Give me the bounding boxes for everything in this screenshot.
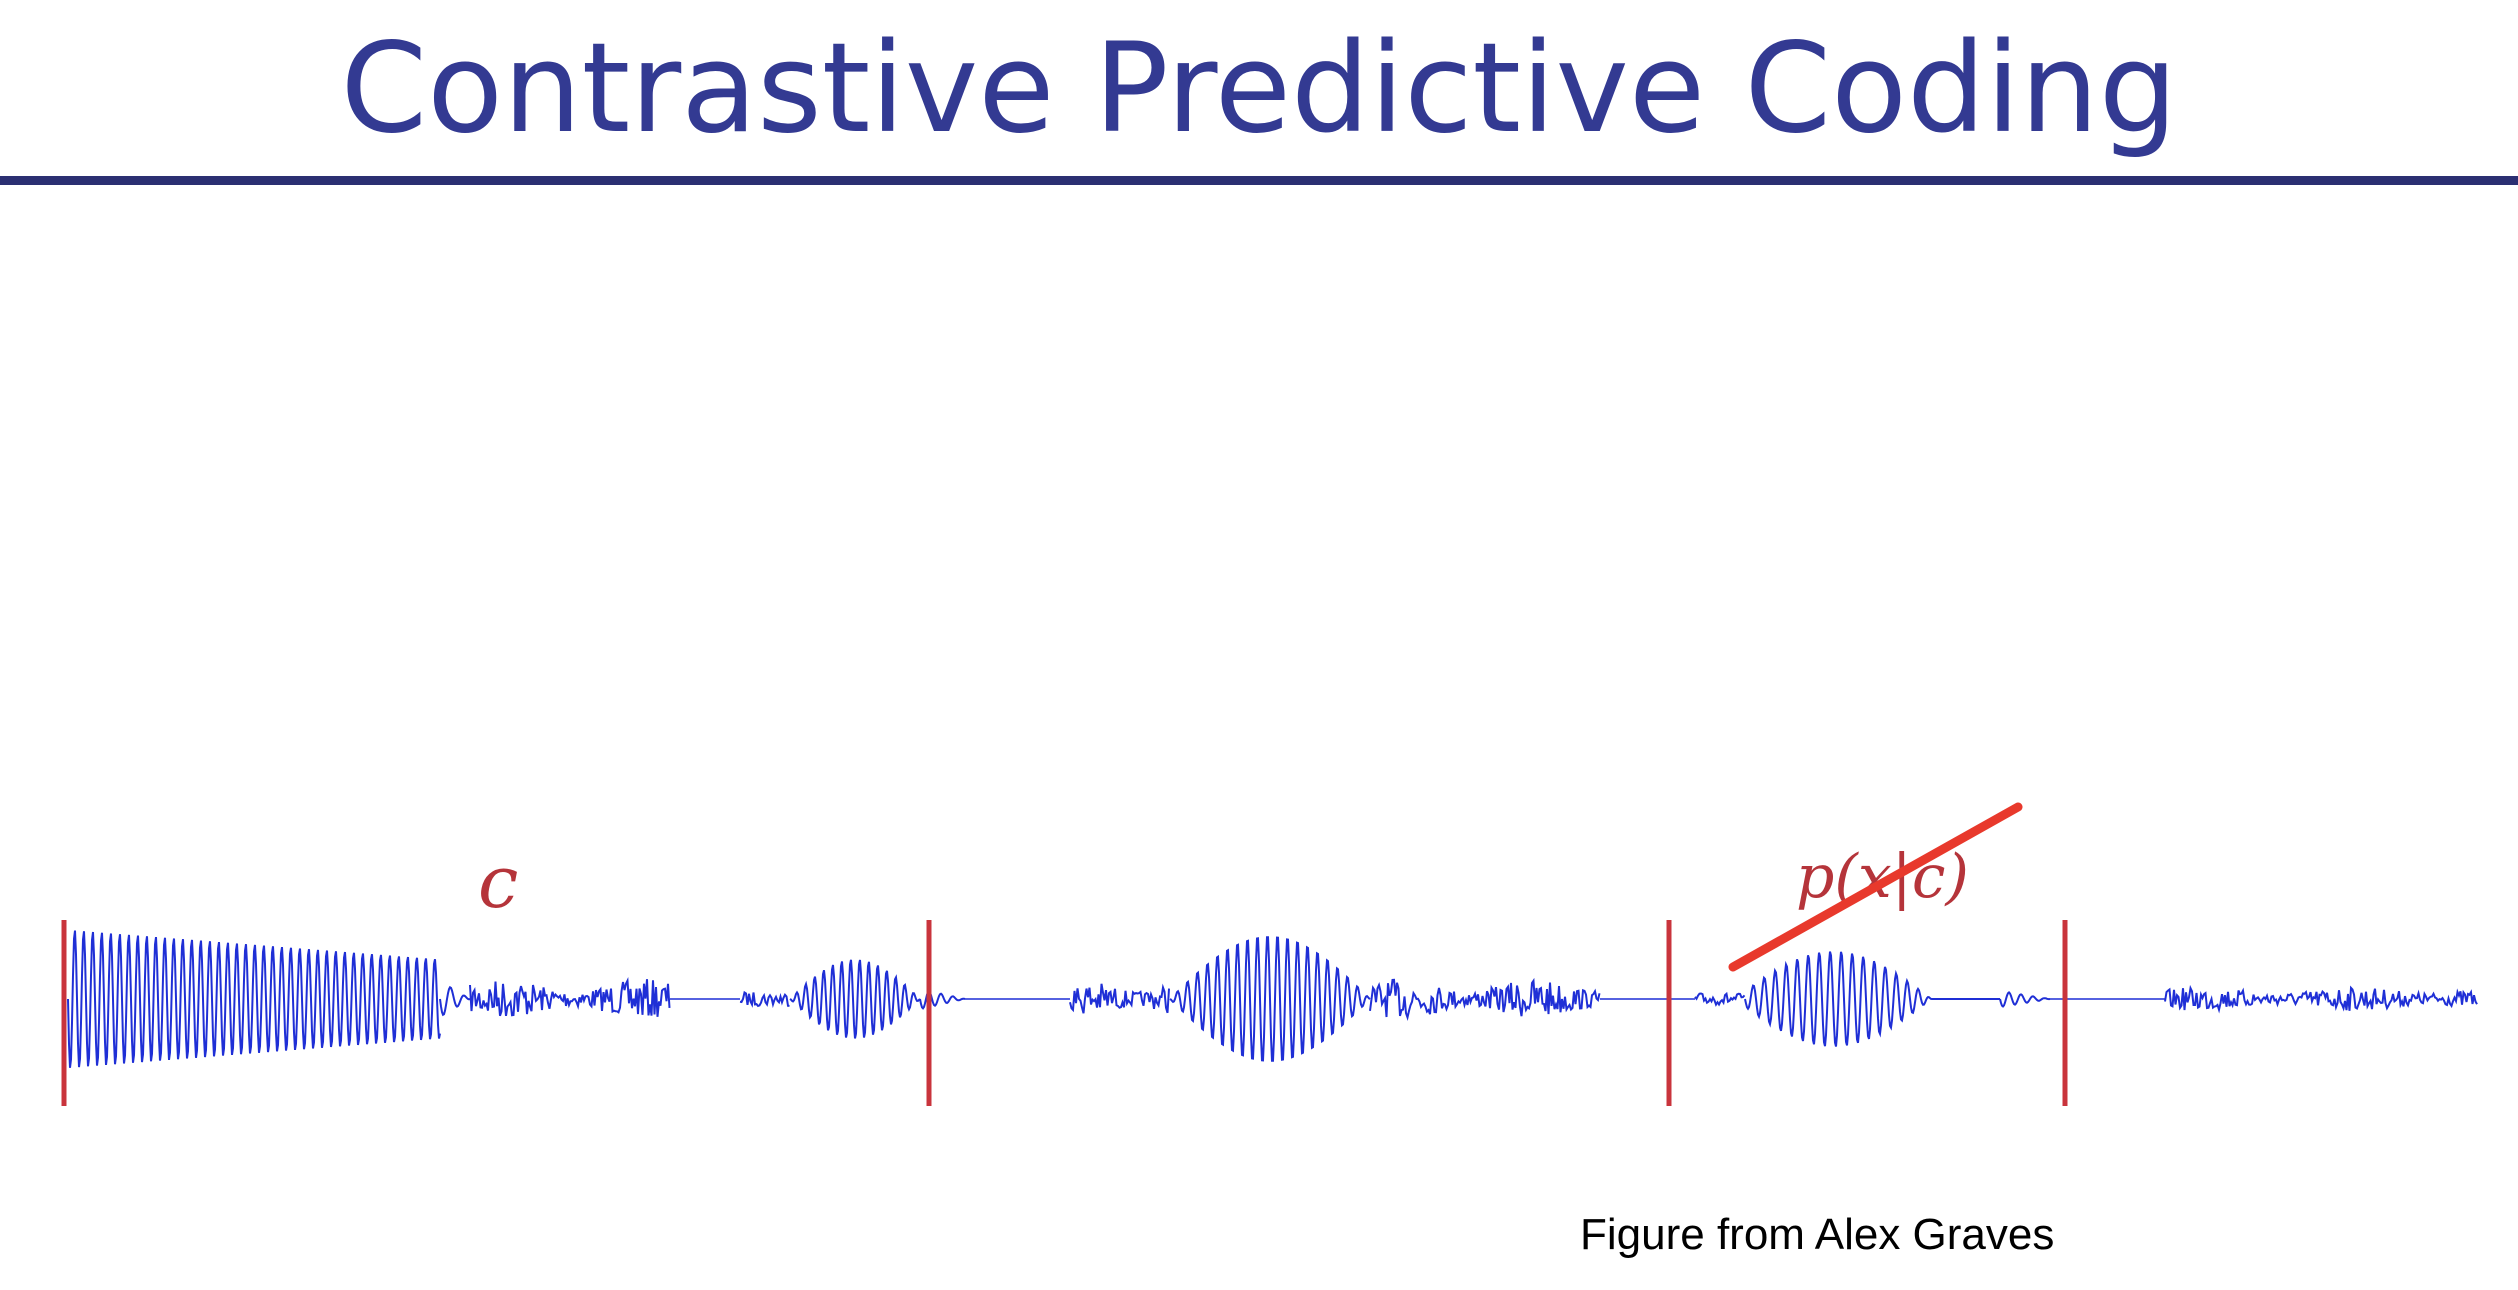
strike-through-line: [1728, 802, 2023, 972]
segment-markers: [61, 920, 2068, 1106]
waveform-segment: [739, 990, 790, 1009]
waveform-segment: [1999, 991, 2051, 1008]
slide-title: Contrastive Predictive Coding: [340, 17, 2178, 161]
waveform-segment: [1369, 977, 1601, 1021]
title-divider: [0, 176, 2518, 185]
waveform-segment: [1069, 983, 1170, 1014]
waveform-segment: [469, 976, 671, 1017]
waveform-segment: [1169, 936, 1371, 1062]
waveform-segment: [1694, 991, 1746, 1007]
waveform-segment: [439, 985, 471, 1017]
waveform-segments: [67, 930, 2478, 1068]
figure-caption: Figure from Alex Graves: [1580, 1210, 2055, 1259]
waveform-segment: [67, 930, 441, 1068]
waveform-segment: [1744, 951, 2000, 1047]
context-label: c: [478, 840, 518, 924]
waveform-segment: [2164, 984, 2478, 1014]
waveform-segment: [789, 959, 921, 1039]
audio-waveform-figure: c p(x|c): [61, 802, 2478, 1106]
